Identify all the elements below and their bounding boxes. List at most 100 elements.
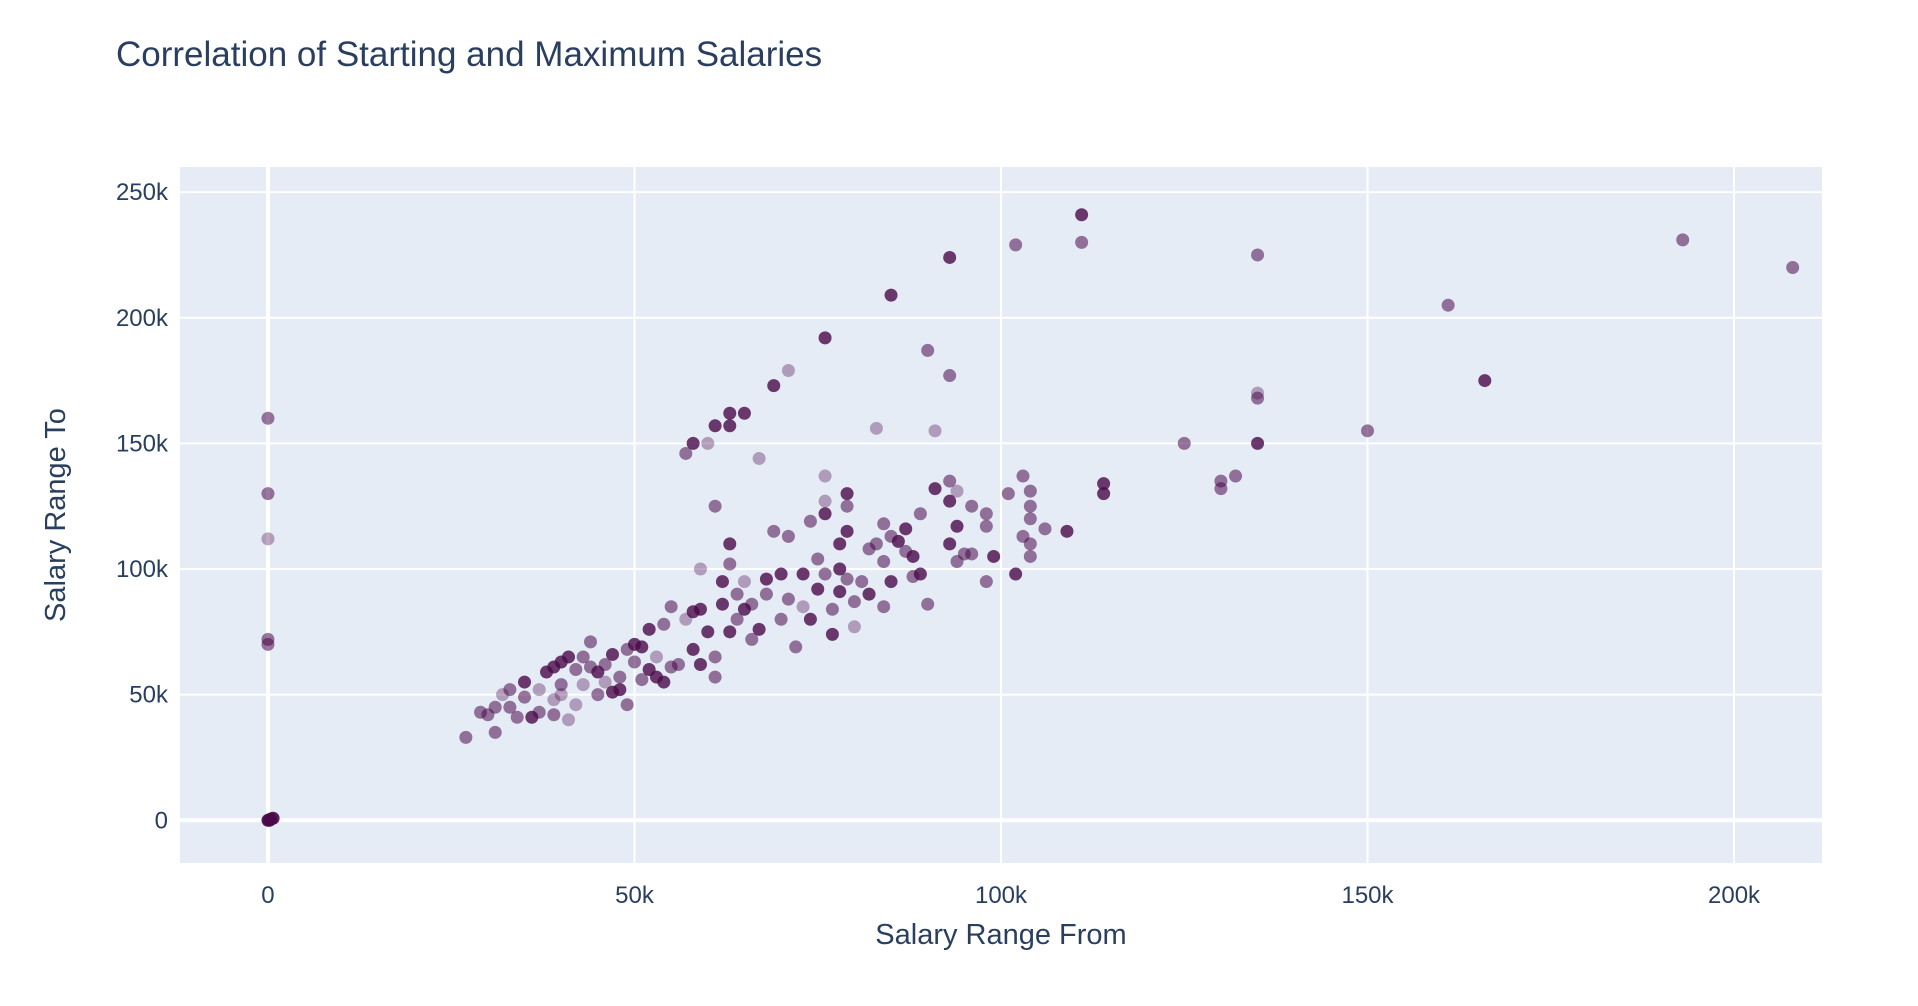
data-point	[1060, 524, 1074, 538]
data-point	[598, 658, 612, 672]
data-point	[1023, 549, 1037, 563]
chart-title: Correlation of Starting and Maximum Sala…	[116, 35, 822, 74]
x-axis-ticks: 0 50k 100k 150k 200k	[261, 882, 1761, 909]
data-point	[877, 554, 891, 568]
data-point	[767, 379, 781, 393]
data-point	[737, 575, 751, 589]
data-point	[1361, 424, 1375, 438]
data-points	[261, 208, 1800, 827]
data-point	[811, 582, 825, 596]
data-point	[899, 522, 913, 536]
data-point	[847, 595, 861, 609]
data-point	[693, 562, 707, 576]
data-point	[767, 524, 781, 538]
data-point	[708, 419, 722, 433]
data-point	[884, 288, 898, 302]
data-point	[818, 567, 832, 581]
data-point	[796, 567, 810, 581]
data-point	[906, 549, 920, 563]
data-point	[818, 331, 832, 345]
data-point	[840, 487, 854, 501]
data-point	[950, 519, 964, 533]
data-point	[657, 675, 671, 689]
data-point	[752, 451, 766, 465]
data-point	[745, 632, 759, 646]
data-point	[642, 622, 656, 636]
data-point	[1676, 233, 1690, 247]
data-point	[266, 811, 280, 825]
data-point	[1097, 487, 1111, 501]
data-point	[686, 436, 700, 450]
data-point	[532, 683, 546, 697]
data-point	[803, 514, 817, 528]
data-point	[576, 678, 590, 692]
data-point	[701, 625, 715, 639]
data-point	[693, 602, 707, 616]
data-point	[459, 730, 473, 744]
data-point	[1097, 477, 1111, 491]
data-point	[605, 647, 619, 661]
data-point	[562, 713, 576, 727]
data-point	[965, 499, 979, 513]
data-point	[562, 650, 576, 664]
data-point	[613, 683, 627, 697]
data-point	[979, 519, 993, 533]
data-point	[715, 597, 729, 611]
data-point	[547, 693, 561, 707]
data-point	[950, 484, 964, 498]
data-point	[488, 725, 502, 739]
data-point	[657, 617, 671, 631]
data-point	[759, 587, 773, 601]
data-point	[693, 658, 707, 672]
data-point	[1016, 469, 1030, 483]
data-point	[591, 688, 605, 702]
data-point	[723, 557, 737, 571]
data-point	[510, 710, 524, 724]
data-point	[928, 424, 942, 438]
data-point	[708, 670, 722, 684]
y-tick-label: 250k	[116, 179, 169, 206]
data-point	[620, 698, 634, 712]
x-tick-label: 150k	[1341, 882, 1394, 909]
y-tick-label: 200k	[116, 305, 169, 332]
data-point	[928, 482, 942, 496]
data-point	[1023, 537, 1037, 551]
data-point	[261, 411, 275, 425]
data-point	[1075, 235, 1089, 249]
y-tick-label: 100k	[116, 556, 169, 583]
data-point	[759, 572, 773, 586]
x-tick-label: 0	[261, 882, 274, 909]
data-point	[943, 537, 957, 551]
data-point	[774, 612, 788, 626]
data-point	[789, 640, 803, 654]
data-point	[261, 532, 275, 546]
data-point	[1009, 238, 1023, 252]
data-point	[833, 562, 847, 576]
data-point	[671, 658, 685, 672]
data-point	[723, 419, 737, 433]
data-point	[774, 567, 788, 581]
gridlines	[180, 167, 1822, 863]
data-point	[913, 567, 927, 581]
data-point	[627, 655, 641, 669]
data-point	[503, 683, 517, 697]
data-point	[840, 572, 854, 586]
data-point	[1038, 522, 1052, 536]
data-point	[708, 499, 722, 513]
data-point	[518, 675, 532, 689]
data-point	[921, 597, 935, 611]
data-point	[1075, 208, 1089, 222]
data-point	[488, 700, 502, 714]
y-axis-ticks: 0 50k 100k 150k 200k 250k	[116, 179, 169, 834]
data-point	[569, 663, 583, 677]
data-point	[737, 406, 751, 420]
data-point	[913, 507, 927, 521]
data-point	[664, 600, 678, 614]
data-point	[261, 487, 275, 501]
data-point	[869, 421, 883, 435]
data-point	[1001, 487, 1015, 501]
x-tick-label: 200k	[1708, 882, 1761, 909]
data-point	[818, 507, 832, 521]
data-point	[855, 575, 869, 589]
data-point	[1009, 567, 1023, 581]
